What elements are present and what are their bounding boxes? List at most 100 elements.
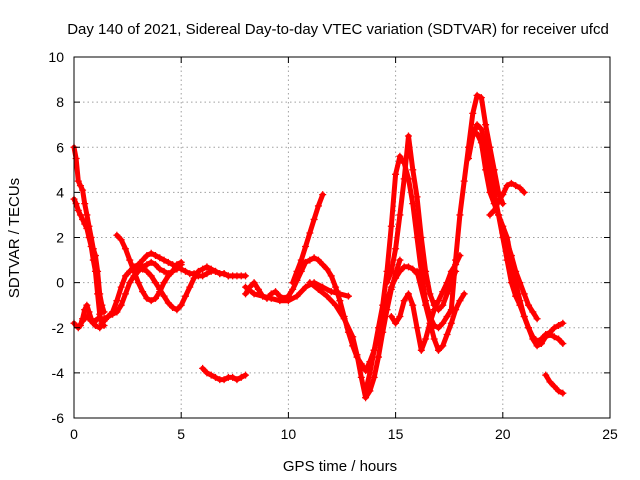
- data-point: [503, 238, 511, 246]
- data-point: [297, 256, 305, 264]
- data-point: [242, 371, 250, 379]
- data-point: [550, 324, 558, 332]
- data-point: [293, 267, 301, 275]
- data-point: [559, 389, 567, 397]
- data-point: [259, 292, 267, 300]
- data-point: [546, 331, 554, 339]
- x-tick-label: 15: [388, 426, 404, 442]
- data-point: [456, 297, 464, 305]
- data-point: [319, 191, 327, 199]
- data-point: [387, 267, 395, 275]
- data-point: [426, 290, 434, 298]
- data-point: [439, 288, 447, 296]
- data-point: [387, 285, 395, 293]
- data-point: [525, 324, 533, 332]
- data-point: [486, 211, 494, 219]
- data-point: [79, 315, 87, 323]
- data-point: [314, 285, 322, 293]
- data-point: [76, 182, 84, 190]
- data-point: [121, 245, 129, 253]
- data-point: [443, 279, 451, 287]
- data-point: [469, 132, 477, 140]
- data-point: [151, 261, 159, 269]
- data-point: [447, 267, 455, 275]
- data-point: [310, 215, 318, 223]
- series-arc-11: [289, 191, 327, 287]
- data-point: [430, 335, 438, 343]
- data-point: [520, 312, 528, 320]
- data-point: [396, 152, 404, 160]
- series-arc-10: [242, 279, 352, 305]
- series-arc-12: [306, 256, 404, 402]
- data-point: [87, 243, 95, 251]
- data-point: [439, 319, 447, 327]
- data-point: [529, 308, 537, 316]
- y-axis-title: SDTVAR / TECUs: [6, 178, 23, 298]
- data-point: [250, 279, 258, 287]
- data-point: [147, 272, 155, 280]
- data-point: [117, 236, 125, 244]
- x-tick-label: 0: [70, 426, 78, 442]
- y-tick-label: 6: [56, 139, 64, 155]
- data-point: [477, 139, 485, 147]
- data-point: [242, 283, 250, 291]
- data-point: [87, 315, 95, 323]
- data-point: [434, 346, 442, 354]
- data-point: [186, 283, 194, 291]
- data-point: [456, 252, 464, 260]
- data-point: [516, 184, 524, 192]
- x-tick-label: 5: [177, 426, 185, 442]
- data-point: [83, 301, 91, 309]
- data-point: [233, 376, 241, 384]
- data-point: [212, 373, 220, 381]
- data-point: [319, 261, 327, 269]
- data-point: [379, 301, 387, 309]
- series-arc-19: [486, 179, 528, 219]
- series-arc-15: [387, 252, 464, 354]
- series-line: [114, 232, 184, 304]
- data-point: [507, 252, 515, 260]
- y-tick-label: 10: [48, 49, 64, 65]
- data-point: [434, 324, 442, 332]
- data-point: [525, 301, 533, 309]
- data-point: [139, 256, 147, 264]
- data-point: [447, 319, 455, 327]
- data-point: [190, 274, 198, 282]
- data-point: [374, 324, 382, 332]
- series-arc-16: [413, 267, 468, 354]
- data-point: [181, 267, 189, 275]
- data-point: [85, 308, 93, 316]
- data-point: [542, 371, 550, 379]
- data-point: [396, 312, 404, 320]
- data-point: [413, 324, 421, 332]
- data-point: [199, 272, 207, 280]
- data-point: [404, 263, 412, 271]
- series-layer: [70, 91, 567, 402]
- data-point: [203, 270, 211, 278]
- data-point: [83, 211, 91, 219]
- data-point: [173, 261, 181, 269]
- data-point: [250, 290, 258, 298]
- data-point: [83, 224, 91, 232]
- data-point: [74, 177, 82, 185]
- data-point: [400, 175, 408, 183]
- series-arc-7: [126, 263, 232, 314]
- data-point: [477, 125, 485, 133]
- series-arc-21: [542, 371, 567, 397]
- data-point: [276, 297, 284, 305]
- data-point: [473, 91, 481, 99]
- series-arc-6: [113, 231, 185, 305]
- data-point: [254, 285, 262, 293]
- data-point: [306, 256, 314, 264]
- series-arc-18: [473, 130, 567, 350]
- data-point: [422, 301, 430, 309]
- data-point: [537, 340, 545, 348]
- data-point: [555, 321, 563, 329]
- data-point: [151, 279, 159, 287]
- data-point: [392, 319, 400, 327]
- data-point: [550, 382, 558, 390]
- data-point: [306, 229, 314, 237]
- data-point: [387, 222, 395, 230]
- data-point: [327, 288, 335, 296]
